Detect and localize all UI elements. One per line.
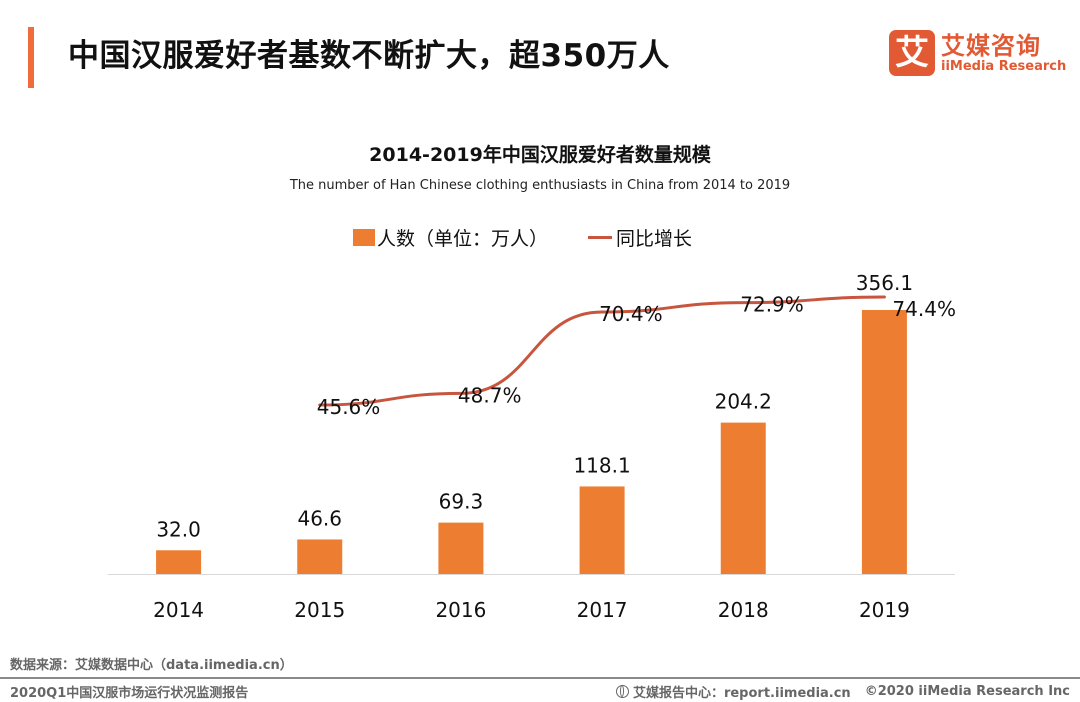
- growth-label-2018: 72.9%: [740, 293, 804, 317]
- report-center-link[interactable]: 艾媒报告中心：report.iimedia.cn: [632, 686, 851, 701]
- bar-2014: [156, 550, 202, 574]
- bar-label-2016: 69.3: [439, 490, 484, 514]
- logo-name-cn: 艾媒咨询: [941, 31, 1041, 60]
- logo-mark-icon: 艾: [889, 30, 935, 76]
- legend-label-growth: 同比增长: [616, 228, 693, 250]
- bar-label-2017: 118.1: [573, 453, 630, 477]
- iimedia-logo: 艾 艾媒咨询 iiMedia Research: [889, 30, 1066, 76]
- growth-label-2015: 45.6%: [317, 395, 381, 419]
- bar-label-2015: 46.6: [297, 506, 342, 530]
- x-tick-label-2017: 2017: [577, 598, 628, 622]
- title-accent-bar: [28, 27, 34, 88]
- bar-2016: [438, 522, 484, 574]
- x-tick-label-2019: 2019: [859, 598, 910, 622]
- data-source: 数据来源：艾媒数据中心（data.iimedia.cn）: [10, 658, 293, 673]
- growth-label-2016: 48.7%: [458, 383, 522, 407]
- bar-2015: [297, 539, 343, 574]
- chart-title: 2014-2019年中国汉服爱好者数量规模: [369, 144, 711, 166]
- report-name: 2020Q1中国汉服市场运行状况监测报告: [10, 686, 249, 701]
- legend-item-growth: 同比增长: [548, 224, 692, 251]
- logo-name-en: iiMedia Research: [941, 58, 1067, 74]
- bar-label-2014: 32.0: [156, 517, 201, 541]
- bar-2018: [720, 422, 766, 574]
- legend-bar-swatch: [353, 229, 375, 246]
- copyright: ©2020 iiMedia Research Inc: [864, 684, 1070, 699]
- legend-item-count: 人数（单位：万人）: [353, 224, 548, 251]
- footer-right: 艾媒报告中心：report.iimedia.cn ©2020 iiMedia R…: [615, 682, 1070, 701]
- chart-legend: 人数（单位：万人） 同比增长: [353, 224, 692, 251]
- chart-subtitle: The number of Han Chinese clothing enthu…: [289, 178, 791, 193]
- x-tick-label-2014: 2014: [153, 598, 204, 622]
- growth-label-2019: 74.4%: [892, 297, 956, 321]
- page-title: 中国汉服爱好者基数不断扩大，超350万人: [68, 38, 670, 74]
- legend-line-swatch: [588, 236, 613, 239]
- bar-label-2018: 204.2: [715, 390, 772, 414]
- x-tick-label-2016: 2016: [435, 598, 486, 622]
- globe-icon: [615, 685, 629, 698]
- bar-2017: [579, 486, 625, 574]
- bar-label-2019: 356.1: [856, 271, 913, 295]
- x-tick-label-2015: 2015: [294, 598, 345, 622]
- bar-2019: [861, 310, 907, 574]
- growth-line: [318, 295, 886, 407]
- x-tick-label-2018: 2018: [718, 598, 769, 622]
- footer-divider: [0, 677, 1080, 679]
- growth-label-2017: 70.4%: [599, 302, 663, 326]
- legend-label-count: 人数（单位：万人）: [377, 228, 549, 250]
